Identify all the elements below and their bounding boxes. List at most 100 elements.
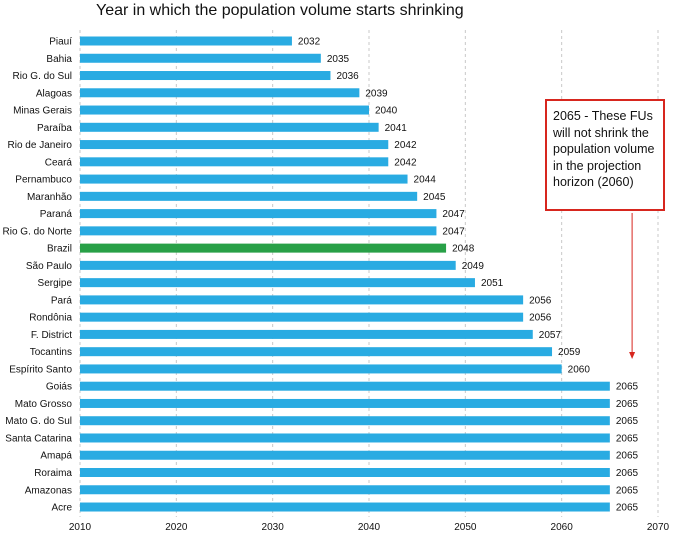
bar	[80, 416, 610, 426]
value-label: 2065	[616, 382, 639, 393]
category-label: Ceará	[45, 157, 73, 168]
value-label: 2047	[442, 226, 465, 237]
x-tick-label: 2020	[165, 522, 188, 533]
category-label: Mato G. do Sul	[5, 416, 72, 427]
category-label: Sergipe	[38, 278, 73, 289]
value-label: 2060	[568, 364, 591, 375]
x-tick-label: 2050	[454, 522, 477, 533]
category-label: Acre	[51, 503, 72, 514]
category-label: Paraíba	[37, 123, 72, 134]
value-label: 2065	[616, 468, 639, 479]
category-label: F. District	[31, 330, 72, 341]
category-label: Goiás	[46, 382, 72, 393]
value-label: 2039	[365, 88, 388, 99]
category-label: Amazonas	[25, 485, 72, 496]
annotation-box: 2065 - These FUs will not shrink the pop…	[545, 99, 665, 211]
value-label: 2032	[298, 37, 321, 48]
value-label: 2056	[529, 295, 552, 306]
category-label: Rio G. do Sul	[13, 71, 72, 82]
value-label: 2065	[616, 399, 639, 410]
category-label: Bahia	[46, 54, 72, 65]
bar	[80, 278, 475, 288]
bar	[80, 485, 610, 495]
x-tick-label: 2060	[551, 522, 574, 533]
category-label: Minas Gerais	[13, 106, 72, 117]
bar	[80, 450, 610, 460]
category-label: São Paulo	[26, 261, 73, 272]
category-label: Maranhão	[27, 192, 72, 203]
value-label: 2065	[616, 485, 639, 496]
bar	[80, 105, 369, 115]
bar	[80, 209, 437, 219]
bar	[80, 381, 610, 391]
bar	[80, 433, 610, 443]
bar	[80, 398, 610, 408]
value-label: 2036	[336, 71, 359, 82]
category-label: Amapá	[40, 451, 72, 462]
value-label: 2042	[394, 157, 417, 168]
category-label: Rondônia	[29, 313, 72, 324]
chart-title: Year in which the population volume star…	[96, 2, 464, 19]
bar	[80, 226, 437, 236]
x-tick-label: 2030	[262, 522, 285, 533]
value-label: 2041	[385, 123, 408, 134]
bar	[80, 502, 610, 512]
category-label: Pernambuco	[15, 175, 72, 186]
bar	[80, 140, 389, 150]
value-label: 2035	[327, 54, 350, 65]
bar	[80, 243, 447, 253]
bar	[80, 88, 360, 98]
annotation-arrow	[629, 213, 636, 359]
bar	[80, 468, 610, 477]
value-label: 2051	[481, 278, 504, 289]
value-label: 2057	[539, 330, 562, 341]
bar	[80, 260, 456, 270]
category-label: Espírito Santo	[9, 364, 72, 375]
category-label: Rio G. do Norte	[3, 226, 73, 237]
category-label: Mato Grosso	[15, 399, 73, 410]
bar	[80, 157, 389, 167]
x-tick-label: 2010	[69, 522, 92, 533]
value-label: 2040	[375, 106, 398, 117]
category-label: Brazil	[47, 244, 72, 255]
x-axis-ticks: 2010 2020 2030 2040 2050 2060 2070	[69, 522, 670, 533]
bar	[80, 122, 379, 132]
value-label: 2059	[558, 347, 581, 358]
bar	[80, 329, 533, 339]
value-label: 2056	[529, 313, 552, 324]
value-label: 2045	[423, 192, 446, 203]
bar	[80, 364, 562, 374]
bars	[80, 36, 610, 512]
value-label: 2042	[394, 140, 417, 151]
value-label: 2048	[452, 244, 475, 255]
value-label: 2065	[616, 503, 639, 514]
value-label: 2065	[616, 433, 639, 444]
bar	[80, 347, 553, 357]
category-label: Alagoas	[36, 88, 72, 99]
value-label: 2044	[414, 175, 437, 186]
value-label: 2065	[616, 451, 639, 462]
bar	[80, 312, 524, 322]
category-label: Tocantins	[30, 347, 72, 358]
bar	[80, 53, 321, 63]
category-labels: Piauí Bahia Rio G. do Sul Alagoas Minas Gera…	[3, 37, 73, 514]
category-label: Roraima	[34, 468, 72, 479]
bar	[80, 191, 418, 201]
x-tick-label: 2040	[358, 522, 381, 533]
value-label: 2049	[462, 261, 485, 272]
bar	[80, 295, 524, 305]
value-labels: 2032 2035 2036 2039 2040 2041 2042 2042 2044 2045…	[298, 37, 639, 514]
value-label: 2065	[616, 416, 639, 427]
bar	[80, 36, 292, 46]
bar	[80, 71, 331, 81]
bar	[80, 174, 408, 184]
category-label: Paraná	[40, 209, 73, 220]
category-label: Pará	[51, 295, 73, 306]
category-label: Santa Catarina	[5, 433, 72, 444]
annotation-arrowhead	[629, 352, 636, 359]
category-label: Piauí	[49, 37, 72, 48]
value-label: 2047	[442, 209, 465, 220]
x-tick-label: 2070	[647, 522, 670, 533]
category-label: Rio de Janeiro	[8, 140, 73, 151]
